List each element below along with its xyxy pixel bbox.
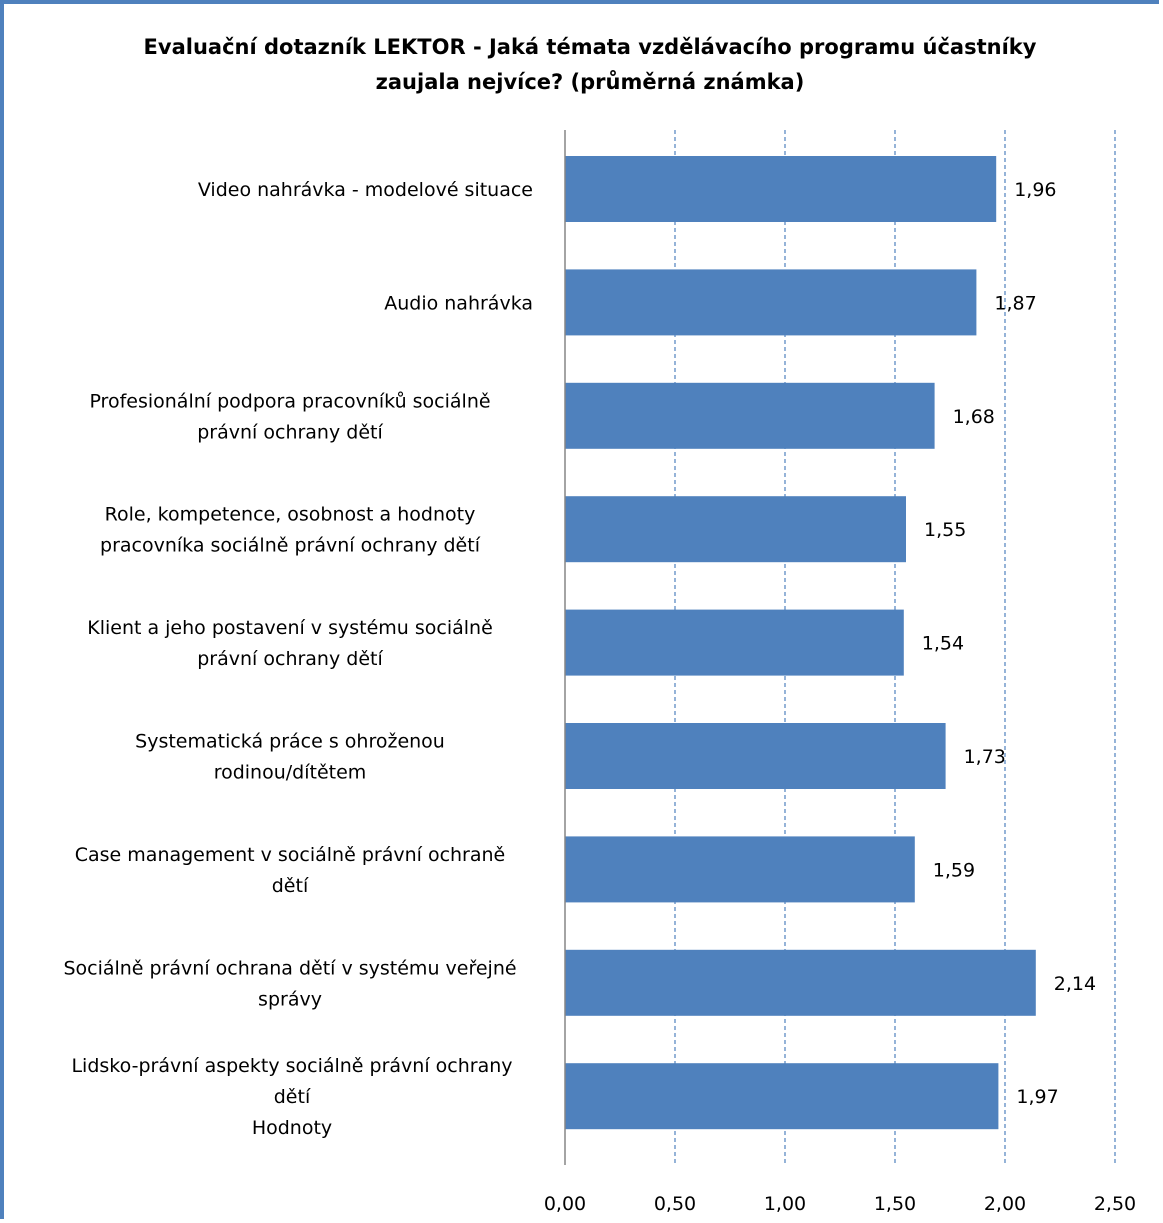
data-label: 1,59 [933, 859, 975, 881]
chart-title-line-1: Evaluační dotazník LEKTOR - Jaká témata … [143, 35, 1037, 59]
bar [565, 949, 1036, 1016]
category-label: právní ochrany dětí [197, 648, 383, 670]
bar [565, 382, 935, 449]
category-label: Lidsko-právní aspekty sociálně právní oc… [71, 1055, 512, 1077]
bars [565, 156, 1036, 1130]
category-labels: Video nahrávka - modelové situace Audio n… [63, 179, 533, 1139]
category-label: dětí [274, 1086, 311, 1108]
category-label: právní ochrany dětí [197, 421, 383, 443]
category-label: Systematická práce s ohroženou [135, 731, 445, 753]
category-label: Profesionální podpora pracovníků sociáln… [89, 390, 490, 412]
category-label: Audio nahrávka [384, 292, 533, 314]
data-label: 1,68 [953, 406, 995, 428]
category-label: dětí [272, 875, 309, 897]
chart-title-line-2: zaujala nejvíce? (průměrná známka) [375, 70, 805, 94]
data-label: 1,54 [922, 633, 964, 655]
chart-title: Evaluační dotazník LEKTOR - Jaká témata … [60, 30, 1120, 100]
data-label: 1,73 [964, 746, 1006, 768]
category-label: Case management v sociálně právní ochran… [75, 844, 506, 866]
tick-label: 0,00 [544, 1193, 586, 1215]
category-label: Hodnoty [252, 1117, 332, 1139]
category-label: rodinou/dítětem [214, 762, 367, 784]
tick-label: 2,50 [1094, 1193, 1136, 1215]
category-label: pracovníka sociálně právní ochrany dětí [100, 535, 481, 557]
bar [565, 1063, 999, 1130]
category-label: správy [258, 988, 322, 1010]
category-label: Role, kompetence, osobnost a hodnoty [105, 504, 476, 526]
data-label: 1,97 [1016, 1086, 1058, 1108]
data-labels: 1,96 1,87 1,68 1,55 1,54 1,73 1,59 2,14 1,97 [922, 179, 1096, 1108]
data-label: 1,55 [924, 519, 966, 541]
tick-label: 1,50 [874, 1193, 916, 1215]
category-label: Video nahrávka - modelové situace [198, 179, 533, 201]
bar [565, 723, 946, 789]
bar [565, 156, 997, 222]
data-label: 1,87 [994, 292, 1036, 314]
bar [565, 836, 915, 903]
bar [565, 496, 906, 563]
data-label: 2,14 [1054, 973, 1096, 995]
tick-label: 2,00 [984, 1193, 1026, 1215]
tick-labels: 0,00 0,50 1,00 1,50 2,00 2,50 [544, 1193, 1136, 1215]
data-label: 1,96 [1014, 179, 1056, 201]
tick-label: 1,00 [764, 1193, 806, 1215]
tick-label: 0,50 [654, 1193, 696, 1215]
category-label: Sociálně právní ochrana dětí v systému v… [63, 957, 516, 979]
category-label: Klient a jeho postavení v systému sociál… [87, 617, 493, 639]
bar [565, 269, 977, 336]
bar [565, 609, 904, 676]
